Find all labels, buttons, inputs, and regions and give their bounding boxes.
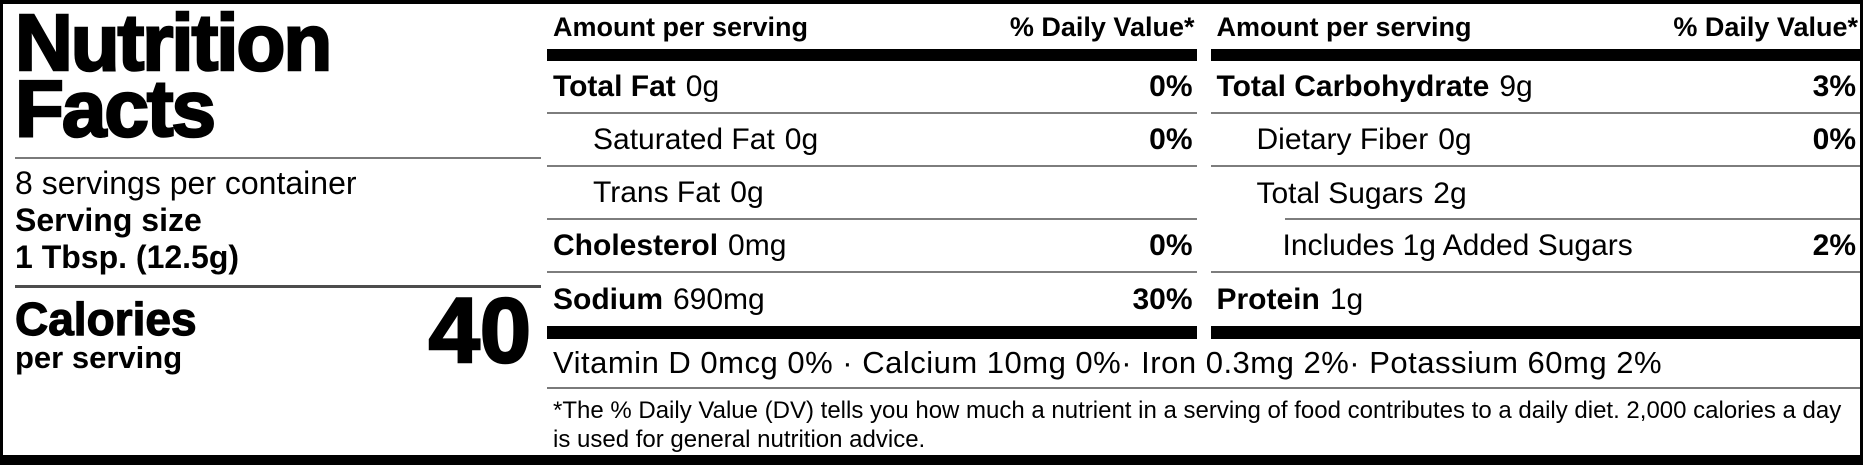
nutrient-name: Protein	[1216, 282, 1320, 316]
row-total-sugars: Total Sugars 2g	[1211, 167, 1861, 220]
nutrient-amount: 690mg	[673, 282, 765, 316]
nutrient-name: Dietary Fiber	[1256, 122, 1429, 156]
nutrient-name: Saturated Fat	[593, 122, 775, 156]
servings-per-container: 8 servings per container	[15, 164, 357, 201]
daily-value-footnote: *The % Daily Value (DV) tells you how mu…	[553, 397, 1842, 454]
amount-per-serving-heading: Amount per serving	[553, 12, 809, 42]
label-title-line2: Facts	[14, 64, 217, 154]
column-gutter	[1196, 4, 1211, 339]
nutrient-amount: 2g	[1433, 176, 1467, 210]
nutrient-name: Trans Fat	[593, 175, 721, 209]
calories-words: Calories per serving	[14, 293, 197, 376]
nutrient-amount: 1g	[1329, 282, 1364, 316]
column-bottom-bar	[1210, 326, 1860, 339]
row-saturated-fat: Saturated Fat 0g 0%	[547, 114, 1197, 167]
nutrient-name: Includes 1g Added Sugars	[1282, 228, 1633, 262]
label-title-line1: Nutrition	[14, 0, 334, 87]
nutrient-name: Total Carbohydrate	[1216, 69, 1490, 103]
nutrient-amount: 0mg	[728, 228, 787, 262]
calories-label: Calories	[14, 293, 197, 346]
nutrient-amount: 9g	[1499, 69, 1533, 103]
calories-sublabel: per serving	[15, 340, 183, 376]
nutrient-dv: 0%	[1812, 122, 1856, 156]
title-divider	[15, 156, 541, 159]
serving-size-label: Serving size	[15, 201, 202, 238]
micronutrients-line: Vitamin D 0mcg 0% · Calcium 10mg 0%· Iro…	[553, 345, 1663, 380]
column-header: Amount per serving % Daily Value*	[547, 4, 1197, 49]
row-cholesterol: Cholesterol 0mg 0%	[547, 220, 1197, 273]
row-sodium: Sodium 690mg 30%	[547, 273, 1197, 326]
nutrient-dv: 2%	[1812, 228, 1856, 262]
nutrient-columns: Amount per serving % Daily Value* Total …	[547, 4, 1860, 339]
nutrient-amount: 0g	[730, 175, 764, 209]
nutrient-dv: 30%	[1132, 282, 1193, 316]
row-total-carbohydrate: Total Carbohydrate 9g 3%	[1210, 61, 1860, 114]
footnote-divider	[547, 387, 1860, 389]
serving-size-value: 1 Tbsp. (12.5g)	[15, 239, 240, 275]
nutrient-name: Cholesterol	[553, 228, 719, 262]
nutrient-name: Total Sugars	[1256, 176, 1424, 210]
amount-per-serving-heading: Amount per serving	[1216, 12, 1472, 42]
header-bar	[1210, 49, 1860, 61]
column-fats-sodium: Amount per serving % Daily Value* Total …	[547, 4, 1197, 339]
daily-value-heading: % Daily Value*	[1673, 12, 1858, 42]
nutrient-dv: 3%	[1812, 69, 1856, 103]
calories-divider	[15, 285, 541, 289]
nutrient-amount: 0g	[685, 69, 720, 103]
nutrient-amount: 0g	[1438, 122, 1472, 156]
row-protein: Protein 1g	[1211, 273, 1861, 326]
nutrient-amount: 0g	[784, 122, 819, 156]
nutrient-dv: 0%	[1149, 122, 1193, 156]
calories-row: Calories per serving 40	[14, 280, 541, 383]
nutrient-name: Total Fat	[553, 69, 676, 103]
nutrient-dv: 0%	[1149, 228, 1193, 262]
column-header: Amount per serving % Daily Value*	[1211, 4, 1861, 49]
nutrient-name: Sodium	[553, 282, 663, 316]
row-added-sugars: Includes 1g Added Sugars 2%	[1210, 220, 1860, 273]
row-trans-fat: Trans Fat 0g	[547, 167, 1197, 220]
calories-value: 40	[427, 280, 532, 383]
header-bar	[547, 49, 1197, 61]
label-title: Nutrition Facts	[14, 0, 541, 154]
column-carbs-protein: Amount per serving % Daily Value* Total …	[1210, 4, 1861, 339]
row-dietary-fiber: Dietary Fiber 0g 0%	[1210, 114, 1860, 167]
row-total-fat: Total Fat 0g 0%	[547, 61, 1197, 114]
column-bottom-bar	[547, 326, 1197, 339]
title-panel: Nutrition Facts 8 servings per container…	[3, 4, 547, 455]
daily-value-heading: % Daily Value*	[1009, 12, 1195, 42]
nutrients-region: Amount per serving % Daily Value* Total …	[547, 4, 1860, 455]
nutrient-dv: 0%	[1149, 69, 1193, 103]
